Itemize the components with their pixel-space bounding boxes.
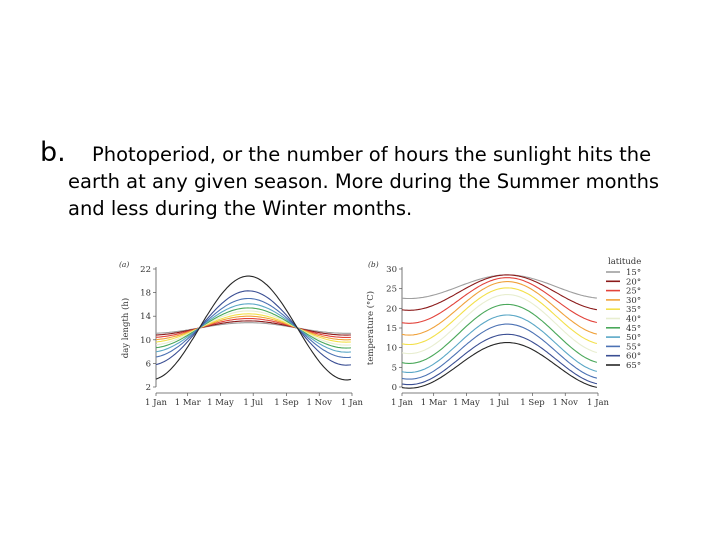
series-line (401, 294, 598, 355)
series-line (155, 297, 351, 359)
series-line (401, 314, 598, 373)
y-tick-label: 5 (392, 363, 397, 373)
legend-entry: 60° (626, 352, 641, 362)
x-tick-label: 1 Jan (391, 398, 414, 408)
y-tick-label: 6 (146, 359, 151, 369)
series-line (155, 303, 351, 353)
y-tick-label: 22 (140, 265, 151, 275)
x-tick-label: 1 Mar (175, 398, 202, 408)
x-tick-label: 1 Nov (553, 398, 579, 408)
text-line-3: and less during the Winter months. (68, 197, 413, 220)
x-tick-label: 1 Jul (243, 398, 263, 408)
y-tick-label: 0 (392, 383, 397, 393)
slide-text: b. Photoperiod, or the number of hours t… (40, 137, 700, 222)
y-tick-label: 14 (140, 312, 151, 322)
series-line (155, 307, 351, 349)
series-line (401, 333, 598, 386)
series-line (155, 315, 351, 341)
series-line (155, 320, 351, 336)
x-tick-label: 1 Sep (520, 398, 545, 408)
series-line (401, 323, 598, 380)
legend-entry: 25° (626, 287, 641, 297)
y-tick-label: 10 (140, 336, 151, 346)
x-tick-label: 1 Mar (421, 398, 448, 408)
text-line-1: Photoperiod, or the number of hours the … (92, 143, 652, 166)
x-tick-label: 1 Jan (587, 398, 610, 408)
series-line (155, 318, 351, 338)
y-tick-label: 25 (386, 285, 397, 295)
legend-entry: 30° (626, 296, 641, 306)
legend-entry: 65° (626, 361, 641, 371)
x-tick-label: 1 Sep (274, 398, 299, 408)
y-tick-label: 15 (386, 324, 397, 334)
x-tick-label: 1 Nov (307, 398, 333, 408)
series-line (401, 274, 598, 311)
legend-entry: 40° (626, 315, 641, 325)
y-tick-label: 18 (140, 289, 151, 299)
series-line (155, 275, 352, 381)
y-tick-label: 10 (386, 344, 397, 354)
series-line (401, 303, 598, 364)
bullet-row: b. Photoperiod, or the number of hours t… (40, 137, 700, 168)
legend-entry: 50° (626, 333, 641, 343)
text-line-2: earth at any given season. More during t… (68, 170, 660, 193)
x-tick-label: 1 Jan (145, 398, 168, 408)
series-line (401, 342, 598, 389)
series-line (401, 277, 598, 324)
series-line (401, 287, 598, 346)
legend-entry: 15° (626, 268, 641, 278)
y-axis-label: day length (h) (120, 298, 131, 358)
series-line (401, 281, 598, 336)
panel-label: (b) (368, 260, 379, 269)
y-tick-label: 20 (386, 304, 397, 314)
y-tick-label: 30 (386, 265, 397, 275)
legend-entry: 35° (626, 305, 641, 315)
x-tick-label: 1 Jan (341, 398, 364, 408)
series-line (155, 313, 351, 343)
legend-entry: 20° (626, 277, 641, 287)
panel-label: (a) (119, 260, 129, 269)
x-tick-label: 1 Jul (489, 398, 509, 408)
x-tick-label: 1 May (453, 398, 480, 408)
bullet-letter: b. (40, 137, 66, 168)
series-line (156, 322, 351, 334)
x-tick-label: 1 May (207, 398, 234, 408)
series-line (155, 290, 351, 366)
legend-title: latitude (608, 257, 641, 267)
legend-entry: 45° (626, 324, 641, 334)
legend-entry: 55° (626, 342, 641, 352)
y-tick-label: 2 (146, 383, 151, 393)
series-line (155, 310, 351, 346)
y-axis-label: temperature (°C) (365, 291, 376, 365)
